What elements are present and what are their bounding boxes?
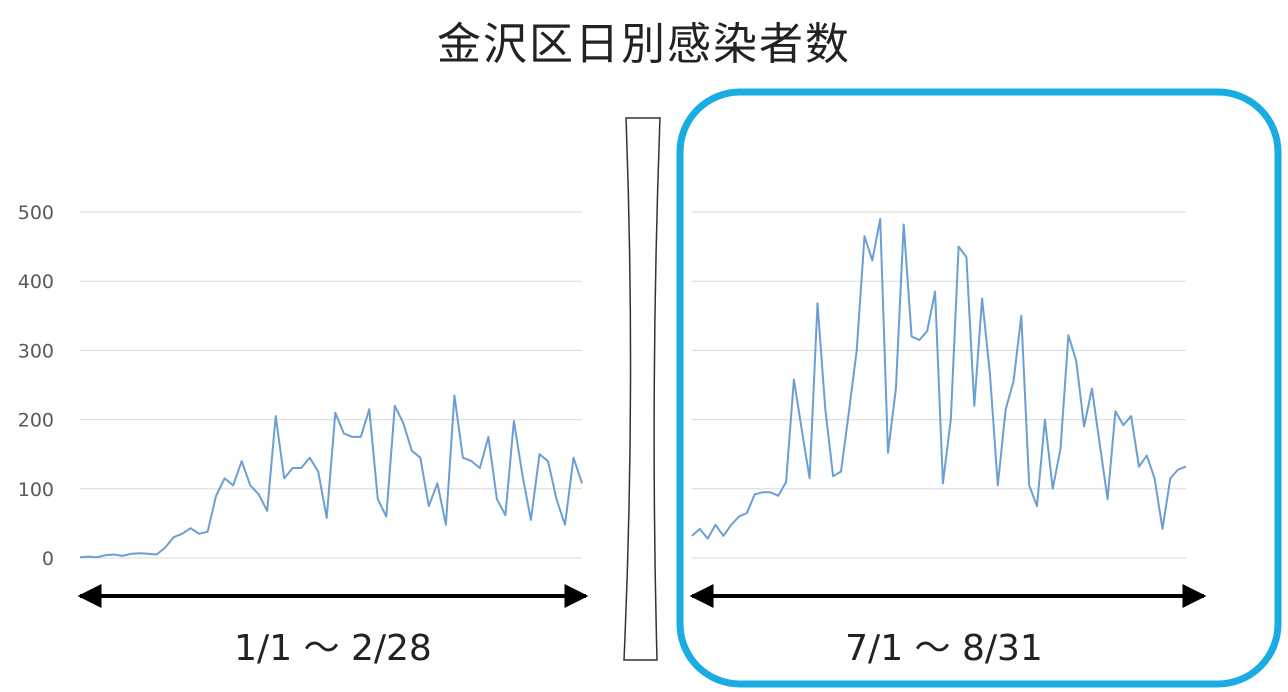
y-tick-label: 100 xyxy=(18,479,54,501)
y-tick-label: 200 xyxy=(18,410,54,432)
chart-panel-jul-aug xyxy=(691,211,1187,559)
range-label-right: 7/1 ～ 8/31 xyxy=(845,628,1043,669)
chart-title: 金沢区日別感染者数 xyxy=(437,19,851,70)
y-tick-label: 0 xyxy=(42,548,54,570)
chart-panel-jan-feb: 0 100 200 300 400 500 xyxy=(18,202,583,570)
y-tick-label: 300 xyxy=(18,340,54,362)
axis-break-bracket xyxy=(623,117,661,661)
y-tick-label: 400 xyxy=(18,271,54,293)
y-tick-label: 500 xyxy=(18,202,54,224)
series-line-daily-cases xyxy=(691,217,1187,540)
range-label-left: 1/1 ～ 2/28 xyxy=(234,628,432,669)
series-line-daily-cases xyxy=(79,394,583,559)
highlight-frame xyxy=(676,88,1282,688)
